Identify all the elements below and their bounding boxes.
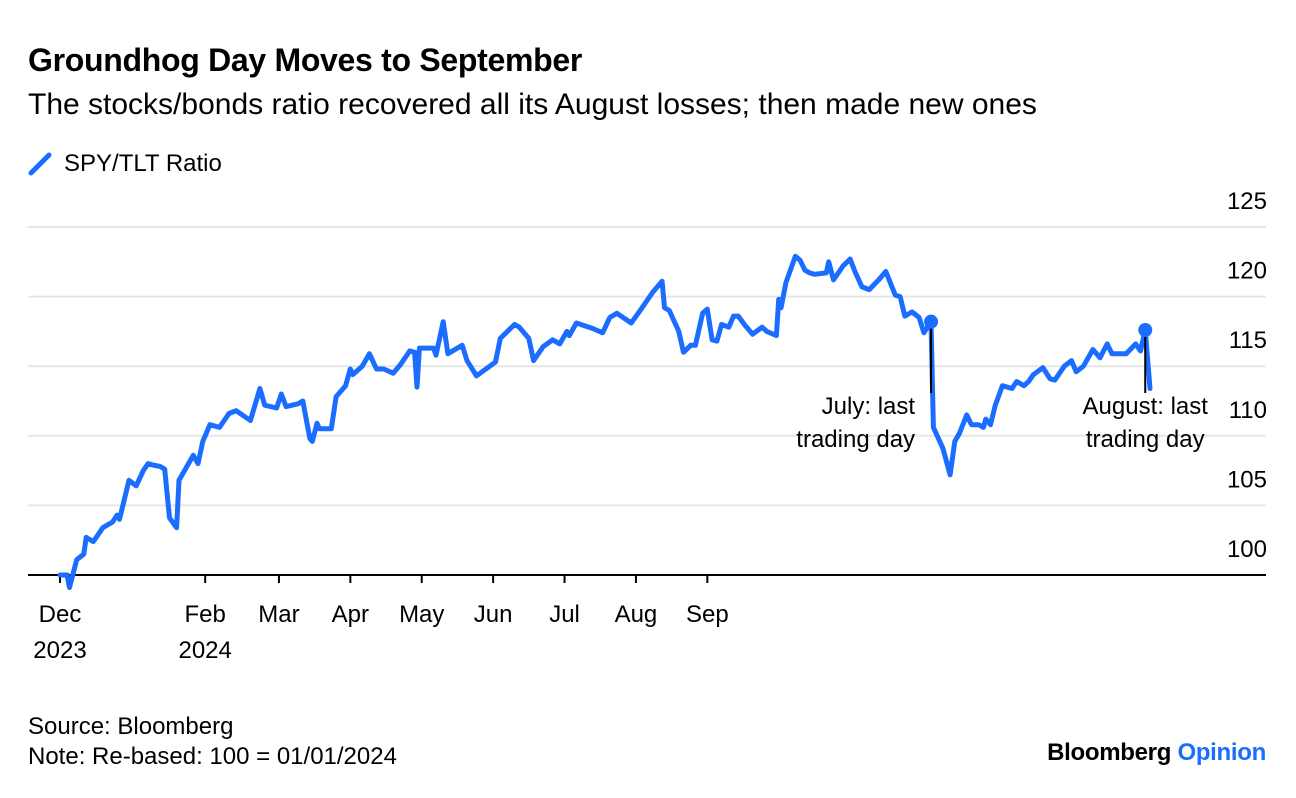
brand-logo: Bloomberg Opinion xyxy=(1047,739,1266,767)
rebase-note: Note: Re-based: 100 = 01/01/2024 xyxy=(28,743,397,770)
brand-secondary: Opinion xyxy=(1177,739,1266,766)
legend-label: SPY/TLT Ratio xyxy=(64,150,222,177)
x-tick-label: Apr xyxy=(332,601,369,628)
chart-subtitle: The stocks/bonds ratio recovered all its… xyxy=(28,88,1037,121)
x-tick-label: Jun xyxy=(474,601,513,628)
annotation-marker xyxy=(924,314,939,329)
x-tick-label: Dec xyxy=(39,601,82,628)
x-tick-sublabel: 2024 xyxy=(178,637,231,664)
series-line xyxy=(57,253,1153,590)
brand-primary: Bloomberg xyxy=(1047,739,1172,766)
y-tick-label: 100 xyxy=(1227,536,1267,563)
annotation-marker xyxy=(1138,323,1153,338)
x-tick-label: Feb xyxy=(184,601,225,628)
chart-title: Groundhog Day Moves to September xyxy=(28,42,583,78)
annotation-label: trading day xyxy=(1086,426,1205,453)
y-tick-label: 120 xyxy=(1227,258,1267,285)
y-tick-label: 105 xyxy=(1227,466,1267,493)
x-tick-label: Sep xyxy=(686,601,729,628)
y-tick-label: 125 xyxy=(1227,188,1267,215)
line-chart: 100 105 110 115 120 125 Dec 2023 Feb 2024 Mar Apr Ma… xyxy=(28,188,1267,664)
legend: SPY/TLT Ratio xyxy=(28,150,222,178)
annotation-label: August: last xyxy=(1083,393,1209,420)
x-tick-label: Aug xyxy=(615,601,658,628)
x-tick-label: Jul xyxy=(549,601,580,628)
source-note: Source: Bloomberg xyxy=(28,713,234,740)
x-tick-label: May xyxy=(399,601,444,628)
y-tick-label: 115 xyxy=(1229,327,1267,354)
legend-swatch-icon xyxy=(28,152,52,176)
annotation-label: trading day xyxy=(796,426,915,453)
y-tick-label: 110 xyxy=(1229,397,1267,424)
x-tick-sublabel: 2023 xyxy=(33,637,86,664)
annotation-label: July: last xyxy=(822,393,916,420)
x-tick-label: Mar xyxy=(258,601,299,628)
